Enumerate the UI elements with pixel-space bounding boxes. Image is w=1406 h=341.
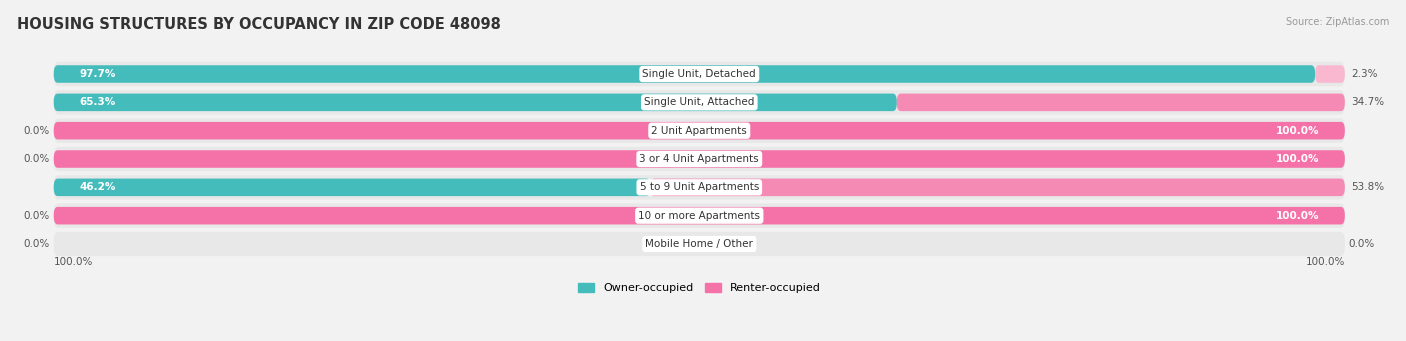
FancyBboxPatch shape xyxy=(53,175,1346,199)
Text: 2.3%: 2.3% xyxy=(1351,69,1378,79)
Text: 34.7%: 34.7% xyxy=(1351,97,1385,107)
FancyBboxPatch shape xyxy=(1315,65,1346,83)
Text: 0.0%: 0.0% xyxy=(24,239,49,249)
FancyBboxPatch shape xyxy=(53,204,1346,228)
Text: Single Unit, Detached: Single Unit, Detached xyxy=(643,69,756,79)
Legend: Owner-occupied, Renter-occupied: Owner-occupied, Renter-occupied xyxy=(574,278,825,298)
Text: 97.7%: 97.7% xyxy=(80,69,115,79)
Text: 0.0%: 0.0% xyxy=(24,126,49,136)
Text: Single Unit, Attached: Single Unit, Attached xyxy=(644,97,755,107)
Text: 46.2%: 46.2% xyxy=(80,182,115,192)
Text: 100.0%: 100.0% xyxy=(1305,256,1346,267)
FancyBboxPatch shape xyxy=(53,207,1346,224)
FancyBboxPatch shape xyxy=(897,93,1346,111)
FancyBboxPatch shape xyxy=(53,65,1315,83)
Text: 100.0%: 100.0% xyxy=(1275,211,1319,221)
Text: 0.0%: 0.0% xyxy=(1348,239,1375,249)
FancyBboxPatch shape xyxy=(53,62,1346,86)
FancyBboxPatch shape xyxy=(53,90,1346,115)
Text: 0.0%: 0.0% xyxy=(24,211,49,221)
FancyBboxPatch shape xyxy=(53,119,1346,143)
FancyBboxPatch shape xyxy=(53,232,1346,256)
Text: 53.8%: 53.8% xyxy=(1351,182,1385,192)
FancyBboxPatch shape xyxy=(53,122,1346,139)
Text: HOUSING STRUCTURES BY OCCUPANCY IN ZIP CODE 48098: HOUSING STRUCTURES BY OCCUPANCY IN ZIP C… xyxy=(17,17,501,32)
FancyBboxPatch shape xyxy=(53,179,650,196)
FancyBboxPatch shape xyxy=(53,147,1346,171)
Text: 100.0%: 100.0% xyxy=(1275,154,1319,164)
FancyBboxPatch shape xyxy=(53,93,897,111)
Text: 100.0%: 100.0% xyxy=(53,256,93,267)
Text: 100.0%: 100.0% xyxy=(1275,126,1319,136)
Text: 5 to 9 Unit Apartments: 5 to 9 Unit Apartments xyxy=(640,182,759,192)
FancyBboxPatch shape xyxy=(53,150,1346,168)
FancyBboxPatch shape xyxy=(650,179,1346,196)
Text: 3 or 4 Unit Apartments: 3 or 4 Unit Apartments xyxy=(640,154,759,164)
Text: 2 Unit Apartments: 2 Unit Apartments xyxy=(651,126,747,136)
Text: Mobile Home / Other: Mobile Home / Other xyxy=(645,239,754,249)
Text: 0.0%: 0.0% xyxy=(24,154,49,164)
Text: 65.3%: 65.3% xyxy=(80,97,115,107)
Text: Source: ZipAtlas.com: Source: ZipAtlas.com xyxy=(1285,17,1389,27)
Text: 10 or more Apartments: 10 or more Apartments xyxy=(638,211,761,221)
